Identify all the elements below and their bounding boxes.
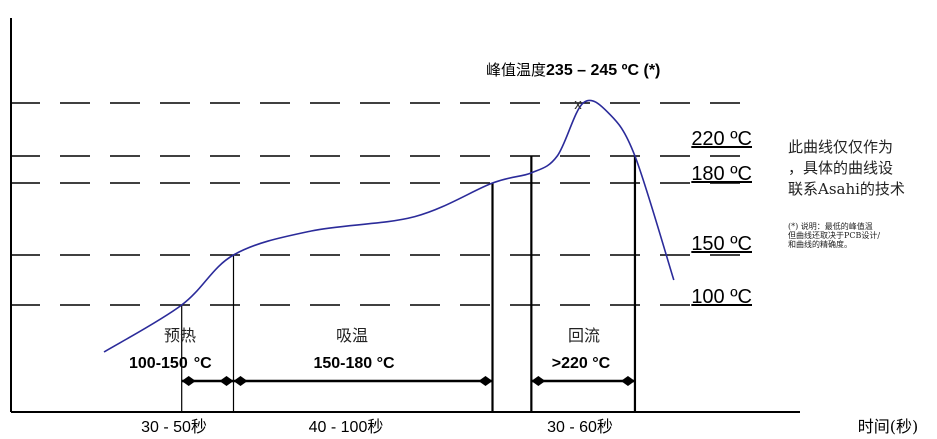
- temp-label-150: 150 ºC: [691, 233, 752, 255]
- note-line-3: 联系Asahi的技术: [788, 180, 905, 198]
- x-axis-label: 时间(秒): [858, 417, 919, 436]
- peak-label-prefix: 峰值温度: [486, 61, 546, 79]
- temp-label-180: 180 ºC: [691, 163, 752, 185]
- phase-markers: [181, 156, 637, 412]
- peak-label: 峰值温度235 – 245 ºC (*): [486, 61, 660, 79]
- phase-range-soak: 150-180 °C: [313, 355, 395, 372]
- footnote-line-1: (*) 说明：最低的峰值温: [788, 222, 873, 231]
- footnote-line-2: 但曲线还取决于PCB设计/: [788, 231, 881, 240]
- duration-arrowhead: [620, 376, 635, 386]
- phase-range-reflow: >220 °C: [552, 355, 611, 372]
- duration-arrowhead: [531, 376, 546, 386]
- duration-preheat: 30 - 50秒: [141, 418, 207, 436]
- duration-soak: 40 - 100秒: [309, 418, 384, 436]
- temperature-curve: [103, 99, 675, 353]
- duration-reflow: 30 - 60秒: [547, 418, 613, 436]
- temperature-labels: 220 ºC 180 ºC 150 ºC 100 ºC: [691, 128, 752, 308]
- note-line-1: 此曲线仅仅作为: [788, 138, 894, 156]
- peak-label-value: 235 – 245 ºC (*): [546, 62, 660, 79]
- phase-name-reflow: 回流: [568, 326, 600, 345]
- phase-name-preheat: 预热: [164, 326, 196, 345]
- peak-marker: x: [574, 96, 582, 113]
- duration-arrowhead: [478, 376, 493, 386]
- note-line-2: ，具体的曲线设: [788, 159, 894, 177]
- duration-arrowhead: [181, 376, 196, 386]
- phase-name-soak: 吸温: [336, 326, 368, 345]
- temperature-reference-lines: [10, 102, 760, 306]
- phase-range-preheat: 100-150 °C: [129, 355, 212, 372]
- phase-range-preheat-value: 100-150: [129, 355, 188, 372]
- phase-range-preheat-unit: °C: [194, 355, 212, 372]
- temp-label-100: 100 ºC: [691, 286, 752, 308]
- duration-arrowhead: [219, 376, 234, 386]
- temp-label-220: 220 ºC: [691, 128, 752, 150]
- footnote-line-3: 和曲线的精确度。: [788, 240, 852, 249]
- duration-arrowhead: [233, 376, 248, 386]
- profile-notes: 此曲线仅仅作为 ，具体的曲线设 联系Asahi的技术 (*) 说明：最低的峰值温…: [788, 130, 937, 290]
